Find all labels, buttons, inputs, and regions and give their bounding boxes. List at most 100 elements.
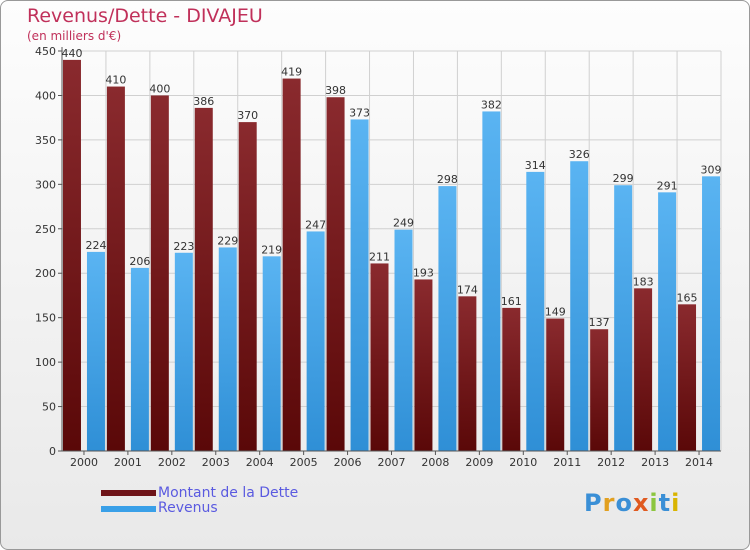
data-label-debt: 174 — [457, 283, 478, 296]
bar-revenue — [130, 267, 149, 451]
x-tick-label: 2007 — [378, 456, 406, 469]
logo-letter: i — [671, 489, 681, 517]
bar-debt — [370, 263, 389, 451]
data-label-revenue: 314 — [525, 159, 546, 172]
bar-revenue — [174, 252, 193, 451]
chart-title: Revenus/Dette - DIVAJEU — [27, 5, 263, 27]
chart-subtitle: (en milliers d'€) — [27, 29, 122, 43]
data-label-revenue: 247 — [305, 218, 326, 231]
data-label-debt: 165 — [677, 291, 698, 304]
bar-revenue — [658, 192, 677, 452]
y-tick-label: 100 — [35, 356, 56, 369]
bar-debt — [106, 86, 125, 452]
x-tick-label: 2010 — [509, 456, 537, 469]
y-tick-label: 200 — [35, 267, 56, 280]
x-tick-label: 2005 — [290, 456, 318, 469]
data-label-debt: 193 — [413, 266, 434, 279]
legend-swatch-revenue — [101, 506, 156, 512]
bar-revenue — [614, 185, 633, 451]
data-label-debt: 149 — [545, 306, 566, 319]
bar-debt — [546, 318, 565, 451]
bar-debt — [150, 95, 169, 451]
data-label-debt: 410 — [105, 74, 126, 87]
x-tick-label: 2012 — [597, 456, 625, 469]
data-label-debt: 440 — [61, 47, 82, 60]
bar-revenue — [86, 251, 105, 451]
y-tick-label: 250 — [35, 223, 56, 236]
data-label-revenue: 206 — [129, 255, 150, 268]
data-labels: 4402244102064002233862293702194192473983… — [61, 47, 721, 329]
data-label-revenue: 224 — [85, 239, 106, 252]
data-label-revenue: 223 — [173, 240, 194, 253]
bar-debt — [194, 107, 213, 451]
bar-debt — [282, 78, 301, 452]
bar-debt — [238, 122, 257, 451]
x-tick-label: 2003 — [202, 456, 230, 469]
proxiti-logo: Proxiti — [584, 489, 680, 517]
bar-debt — [414, 279, 433, 451]
bar-revenue — [394, 229, 413, 451]
bar-debt — [678, 304, 697, 451]
bar-debt — [502, 307, 521, 451]
y-tick-label: 450 — [35, 45, 56, 58]
bar-revenue — [702, 176, 721, 452]
x-tick-label: 2008 — [421, 456, 449, 469]
bar-revenue — [438, 186, 457, 451]
x-tick-label: 2002 — [158, 456, 186, 469]
data-label-debt: 137 — [589, 316, 610, 329]
data-label-debt: 183 — [633, 275, 654, 288]
bar-debt — [62, 59, 81, 452]
data-label-revenue: 309 — [701, 163, 722, 176]
logo-letter: t — [658, 489, 672, 517]
bar-revenue — [350, 119, 369, 451]
data-label-debt: 400 — [149, 82, 170, 95]
x-tick-label: 2011 — [553, 456, 581, 469]
data-label-revenue: 249 — [393, 217, 414, 230]
bar-revenue — [218, 247, 237, 451]
data-label-debt: 419 — [281, 66, 302, 79]
legend-label-debt: Montant de la Dette — [158, 485, 299, 501]
bar-revenue — [570, 161, 589, 451]
y-tick-label: 300 — [35, 178, 56, 191]
bar-revenue — [526, 171, 545, 451]
logo-letter: x — [632, 489, 650, 517]
x-tick-label: 2004 — [246, 456, 274, 469]
legend-swatch-debt — [101, 490, 156, 496]
x-tick-label: 2009 — [465, 456, 493, 469]
y-tick-label: 400 — [35, 89, 56, 102]
data-label-revenue: 298 — [437, 173, 458, 186]
bar-debt — [634, 288, 653, 451]
bar-debt — [326, 97, 345, 451]
x-tick-label: 2013 — [641, 456, 669, 469]
data-label-revenue: 373 — [349, 106, 370, 119]
data-label-revenue: 299 — [613, 172, 634, 185]
data-label-debt: 211 — [369, 250, 390, 263]
axes: 0 50 100 150 200 250 300 350 400 450 2000 2001 2002 2… — [35, 45, 721, 469]
bar-debt — [590, 329, 609, 451]
bar-debt — [458, 296, 477, 451]
data-label-revenue: 229 — [217, 234, 238, 247]
x-tick-label: 2006 — [334, 456, 362, 469]
data-label-revenue: 219 — [261, 243, 282, 256]
bars — [62, 59, 721, 452]
logo-letter: o — [615, 489, 633, 517]
data-label-debt: 398 — [325, 84, 346, 97]
bar-revenue — [262, 256, 281, 451]
bar-revenue — [306, 231, 325, 451]
data-label-debt: 370 — [237, 109, 258, 122]
legend-label-revenue: Revenus — [158, 500, 218, 516]
data-label-revenue: 326 — [569, 148, 590, 161]
x-tick-label: 2014 — [685, 456, 713, 469]
data-label-debt: 161 — [501, 295, 522, 308]
y-tick-label: 50 — [42, 401, 56, 414]
y-tick-label: 350 — [35, 134, 56, 147]
logo-letter: i — [649, 489, 659, 517]
bar-revenue — [482, 111, 501, 451]
x-tick-label: 2000 — [70, 456, 98, 469]
x-tick-label: 2001 — [114, 456, 142, 469]
y-tick-label: 0 — [49, 445, 56, 458]
data-label-debt: 386 — [193, 95, 214, 108]
data-label-revenue: 382 — [481, 98, 502, 111]
